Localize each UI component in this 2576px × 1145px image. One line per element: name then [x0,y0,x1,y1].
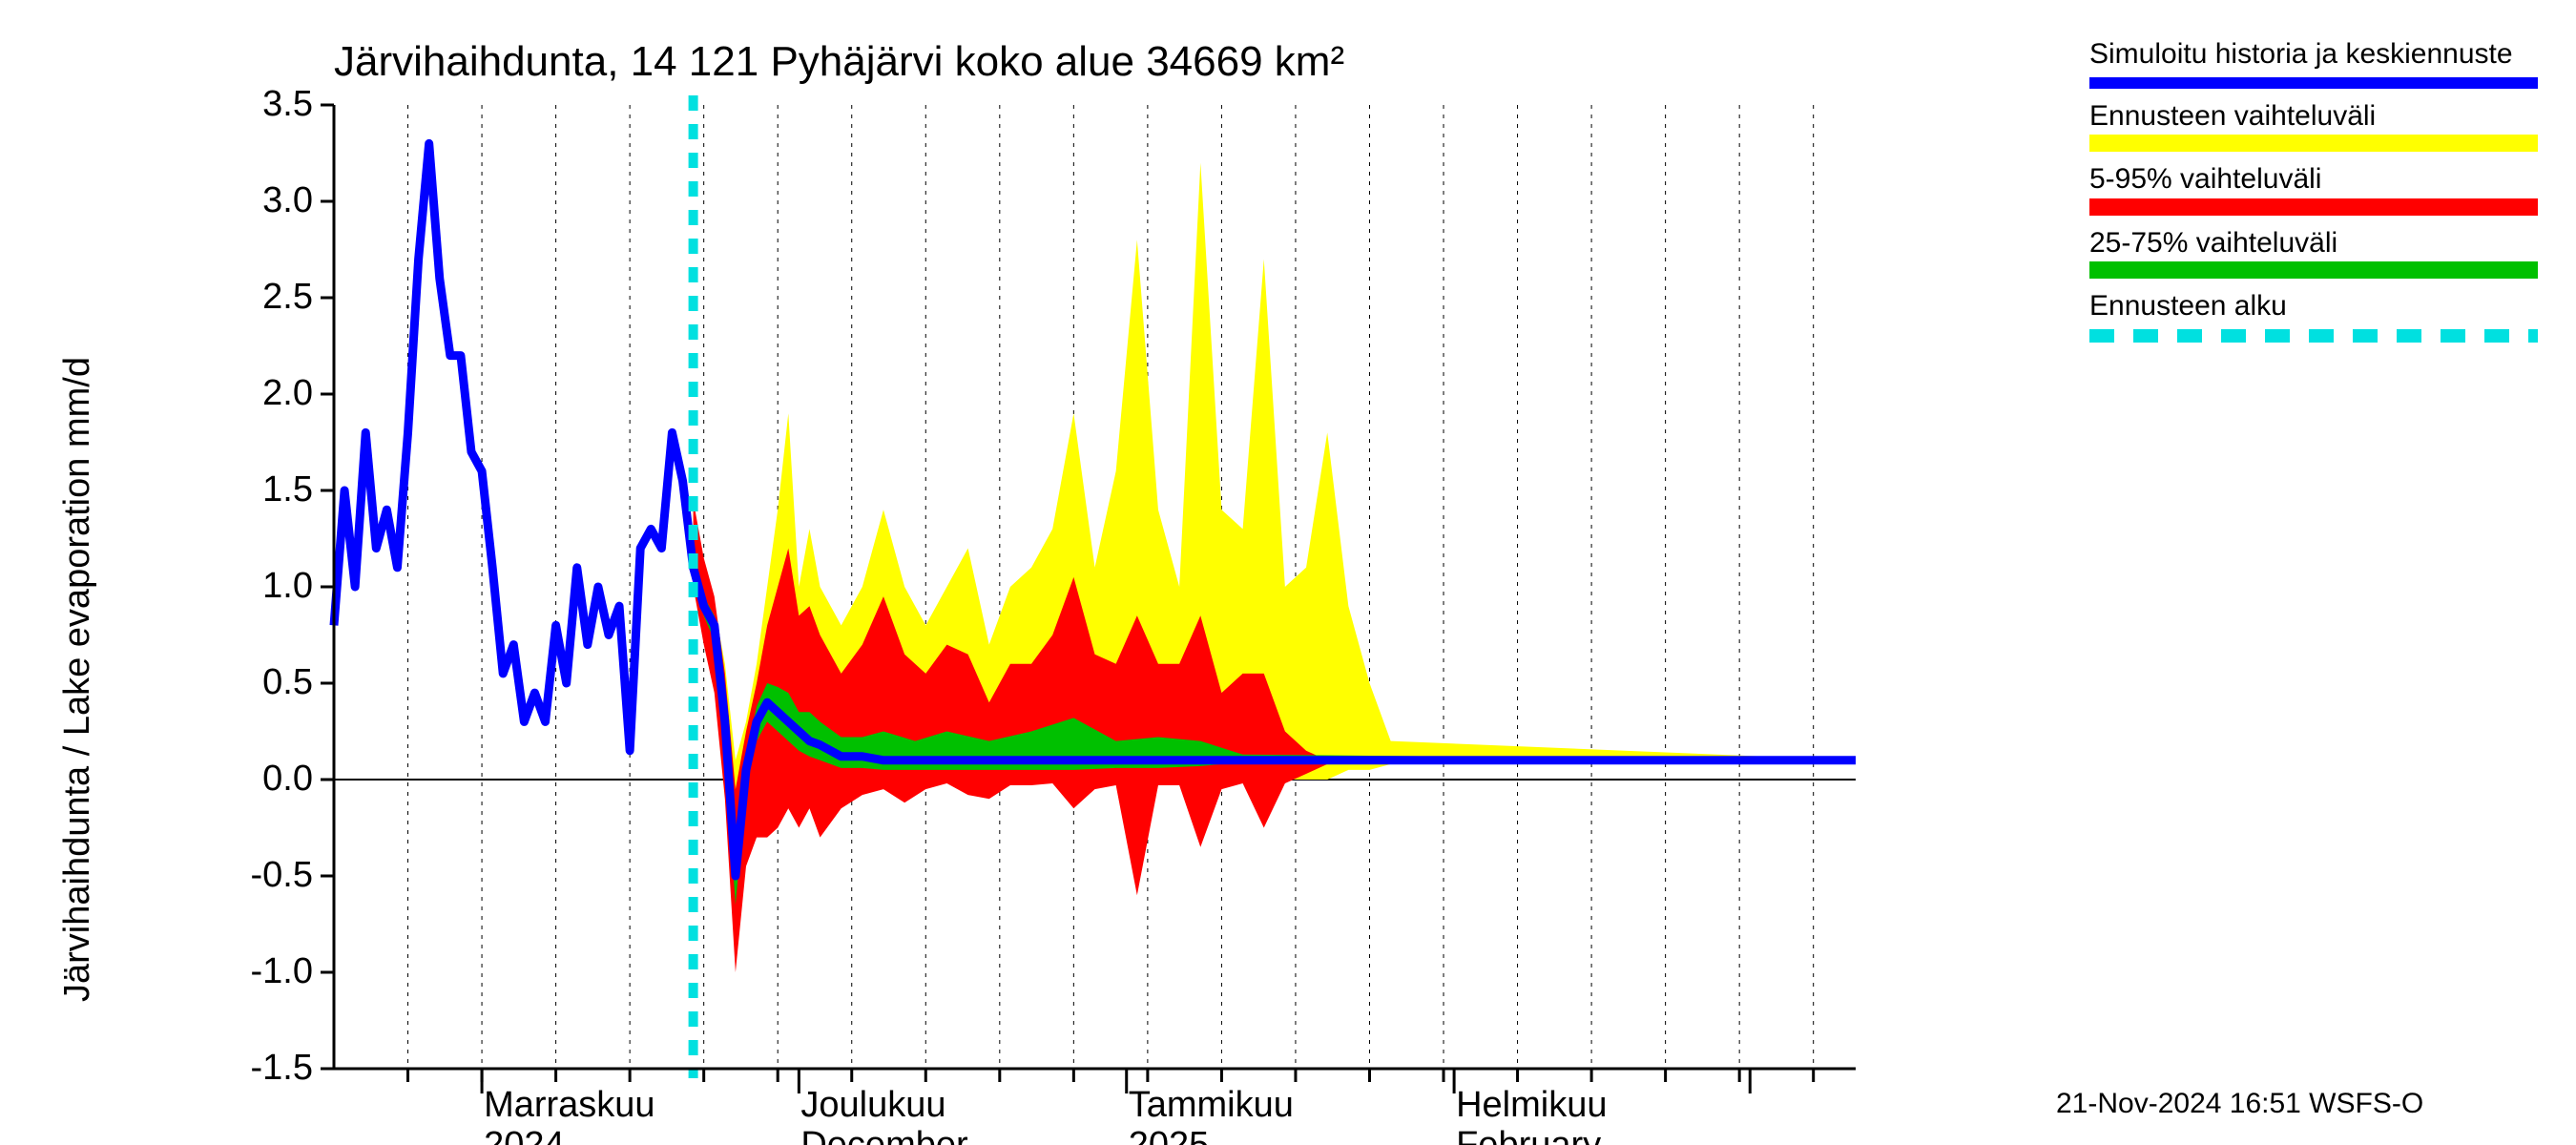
legend-entry-mean: Simuloitu historia ja keskiennuste [2089,38,2547,89]
legend: Simuloitu historia ja keskiennuste Ennus… [2089,38,2547,354]
x-month-label: Marraskuu2024 [484,1086,655,1145]
x-month-label: HelmikuuFebruary [1456,1086,1607,1145]
legend-label: Simuloitu historia ja keskiennuste [2089,38,2513,70]
x-month-label: JoulukuuDecember [800,1086,967,1145]
chart-stage: Järvihaihdunta / Lake evaporation mm/d J… [0,0,2576,1145]
y-tick-label: 1.0 [262,566,313,607]
y-tick-label: 3.0 [262,180,313,221]
x-month-label: Tammikuu2025 [1129,1086,1294,1145]
legend-swatch-green [2089,261,2538,279]
legend-swatch-cyan [2089,329,2538,343]
legend-swatch-blue [2089,77,2538,89]
legend-entry-mid: 5-95% vaihteluväli [2089,163,2547,216]
y-tick-label: 0.5 [262,662,313,703]
legend-entry-outer: Ennusteen vaihteluväli [2089,100,2547,153]
legend-entry-start: Ennusteen alku [2089,290,2547,343]
y-tick-label: 2.5 [262,277,313,318]
timestamp: 21-Nov-2024 16:51 WSFS-O [2056,1088,2423,1120]
y-tick-label: 2.0 [262,373,313,414]
legend-swatch-red [2089,198,2538,216]
y-tick-label: -1.5 [251,1048,313,1089]
y-tick-label: -0.5 [251,855,313,896]
y-tick-label: 1.5 [262,469,313,510]
legend-entry-inner: 25-75% vaihteluväli [2089,227,2547,280]
legend-label: Ennusteen vaihteluväli [2089,100,2376,132]
legend-swatch-yellow [2089,135,2538,152]
y-tick-label: 0.0 [262,759,313,800]
y-tick-label: -1.0 [251,951,313,992]
legend-label: Ennusteen alku [2089,290,2287,322]
legend-label: 25-75% vaihteluväli [2089,227,2337,259]
legend-label: 5-95% vaihteluväli [2089,163,2321,195]
y-tick-label: 3.5 [262,84,313,125]
